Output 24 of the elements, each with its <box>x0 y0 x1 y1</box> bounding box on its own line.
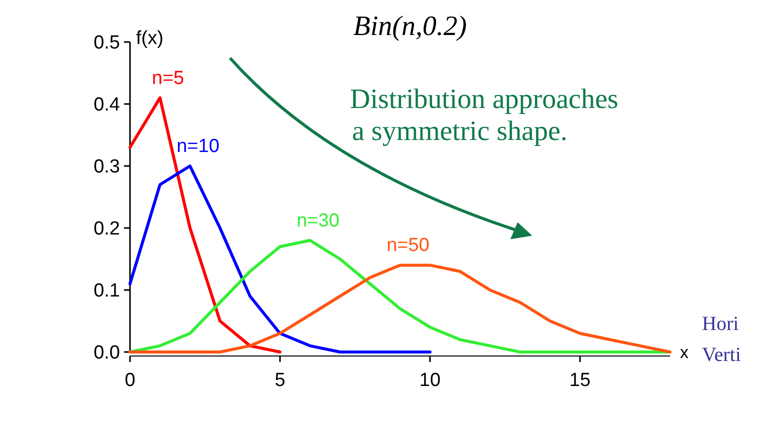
text: Verti <box>702 344 742 366</box>
x-tick-label: 5 <box>274 370 286 391</box>
series-label: n=50 <box>386 235 430 256</box>
series-label: n=30 <box>296 210 340 232</box>
line-series <box>128 264 672 354</box>
series-label: n=5 <box>152 68 184 89</box>
y-tick-label: 0.1 <box>94 280 120 302</box>
y-tick-label: 0.2 <box>94 218 120 240</box>
y-tick-label: 0.5 <box>94 32 120 54</box>
series-label: n=10 <box>176 136 220 157</box>
x-tick-label: 15 <box>569 370 591 391</box>
annotation: Distribution approaches a symmetric shape. <box>350 84 618 147</box>
text: Hori <box>702 313 740 335</box>
y-tick-label: 0.4 <box>94 94 120 116</box>
line-series <box>128 96 282 354</box>
y-axis-title: f(x) <box>136 28 164 49</box>
y-tick-label: 0.0 <box>94 342 120 364</box>
x-tick-label: 10 <box>419 370 441 391</box>
x-axis-title: x <box>680 343 689 362</box>
y-tick-label: 0.3 <box>94 156 120 178</box>
chart-title: Bin(n,0.2) <box>353 11 467 42</box>
x-tick-label: 0 <box>124 370 136 391</box>
line-series <box>128 164 432 354</box>
line-series <box>128 238 672 354</box>
